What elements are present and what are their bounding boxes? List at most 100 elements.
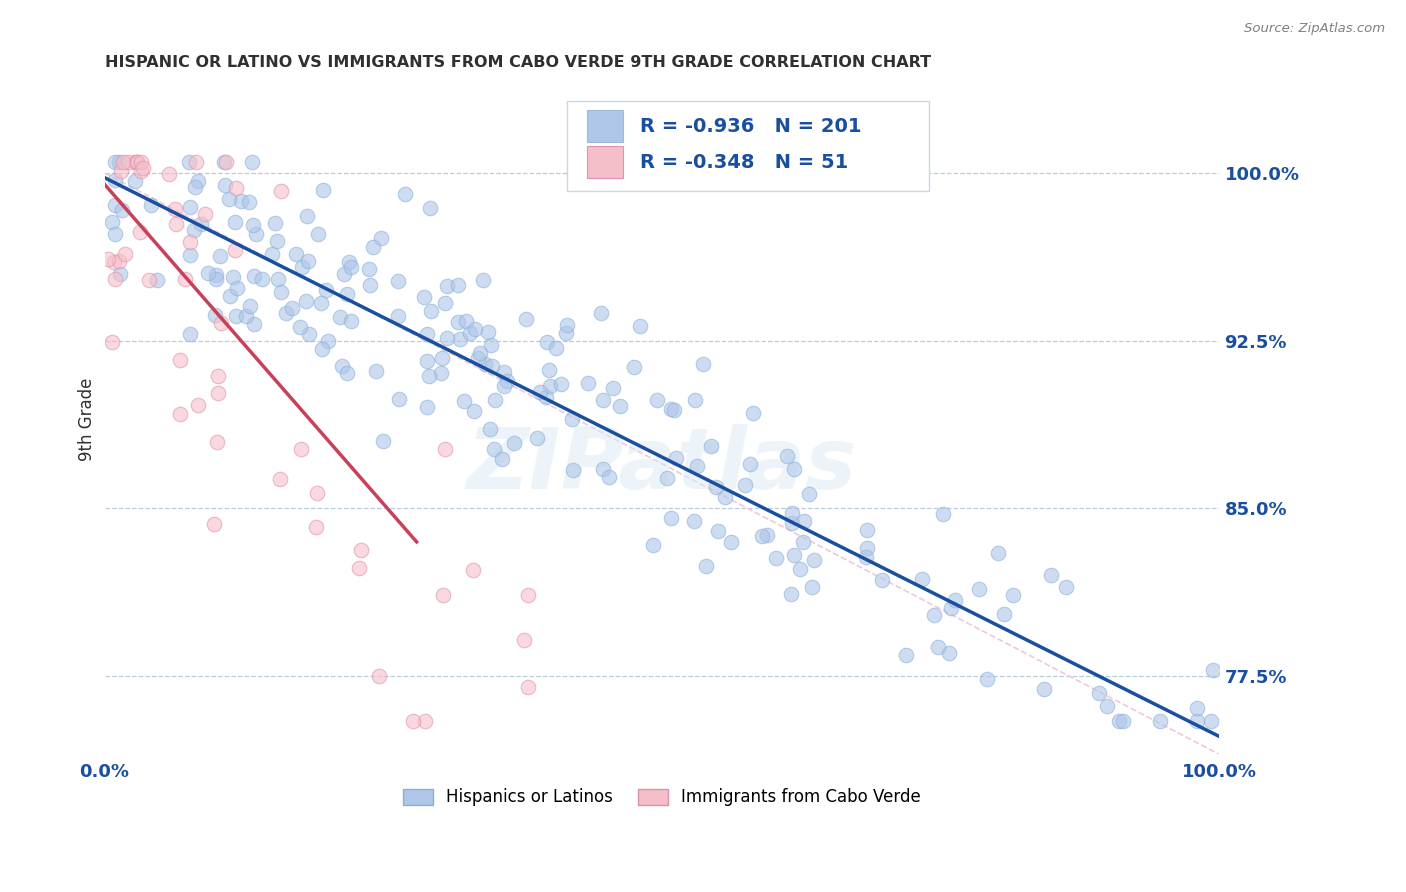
Point: [529, 385, 551, 400]
Point: [707, 524, 730, 538]
Point: [266, 235, 288, 249]
Point: [434, 442, 457, 456]
Point: [337, 255, 360, 269]
Point: [187, 398, 209, 412]
Point: [359, 277, 381, 292]
Point: [1149, 714, 1171, 728]
Point: [129, 163, 152, 178]
Point: [896, 648, 918, 662]
Point: [1095, 698, 1118, 713]
Point: [446, 315, 468, 329]
Point: [436, 331, 458, 345]
Point: [720, 534, 742, 549]
Point: [295, 294, 318, 309]
Point: [339, 314, 361, 328]
Point: [290, 442, 312, 457]
Point: [104, 227, 127, 241]
Point: [780, 587, 803, 601]
Point: [205, 272, 228, 286]
Point: [993, 607, 1015, 622]
Point: [416, 326, 439, 341]
Point: [187, 174, 209, 188]
Point: [347, 560, 370, 574]
Point: [692, 357, 714, 371]
Point: [190, 217, 212, 231]
Point: [1108, 714, 1130, 728]
Point: [734, 478, 756, 492]
Point: [756, 528, 779, 542]
Point: [792, 534, 814, 549]
Point: [240, 155, 263, 169]
Point: [1185, 701, 1208, 715]
Point: [780, 506, 803, 520]
Point: [127, 155, 149, 169]
Point: [250, 272, 273, 286]
Point: [751, 529, 773, 543]
Point: [481, 359, 503, 373]
Point: [111, 202, 134, 217]
Text: Source: ZipAtlas.com: Source: ZipAtlas.com: [1244, 22, 1385, 36]
Point: [1112, 714, 1135, 728]
Point: [179, 248, 201, 262]
Point: [225, 180, 247, 194]
Point: [932, 507, 955, 521]
Point: [104, 272, 127, 286]
Point: [432, 588, 454, 602]
Point: [229, 194, 252, 208]
Point: [657, 471, 679, 485]
Point: [463, 404, 485, 418]
Point: [224, 243, 246, 257]
Point: [262, 247, 284, 261]
Point: [430, 366, 453, 380]
Point: [357, 262, 380, 277]
Point: [492, 365, 515, 379]
Point: [471, 273, 494, 287]
Point: [562, 463, 585, 477]
Point: [512, 632, 534, 647]
Point: [226, 281, 249, 295]
Point: [461, 563, 484, 577]
Point: [449, 332, 471, 346]
Point: [517, 680, 540, 694]
Point: [202, 516, 225, 531]
Point: [987, 546, 1010, 560]
Point: [270, 285, 292, 299]
Point: [169, 353, 191, 368]
Point: [460, 326, 482, 341]
Point: [479, 338, 502, 352]
Point: [336, 367, 359, 381]
Point: [765, 550, 787, 565]
Point: [305, 520, 328, 534]
Point: [209, 249, 232, 263]
Point: [413, 290, 436, 304]
Point: [139, 197, 162, 211]
Point: [205, 434, 228, 449]
Point: [291, 260, 314, 274]
Point: [387, 274, 409, 288]
Point: [108, 155, 131, 169]
Point: [207, 368, 229, 383]
Y-axis label: 9th Grade: 9th Grade: [79, 377, 96, 460]
Point: [183, 180, 205, 194]
Point: [166, 217, 188, 231]
Point: [704, 480, 727, 494]
FancyBboxPatch shape: [567, 101, 929, 191]
Point: [474, 357, 496, 371]
Text: HISPANIC OR LATINO VS IMMIGRANTS FROM CABO VERDE 9TH GRADE CORRELATION CHART: HISPANIC OR LATINO VS IMMIGRANTS FROM CA…: [104, 55, 931, 70]
Point: [100, 334, 122, 349]
Point: [214, 178, 236, 192]
Point: [418, 368, 440, 383]
Point: [363, 239, 385, 253]
Point: [157, 167, 180, 181]
Point: [534, 390, 557, 404]
Point: [373, 434, 395, 449]
Point: [714, 490, 737, 504]
Point: [453, 393, 475, 408]
Point: [484, 392, 506, 407]
Point: [295, 209, 318, 223]
Point: [311, 342, 333, 356]
Point: [388, 392, 411, 407]
Point: [927, 640, 949, 654]
Point: [592, 393, 614, 408]
Point: [623, 360, 645, 375]
